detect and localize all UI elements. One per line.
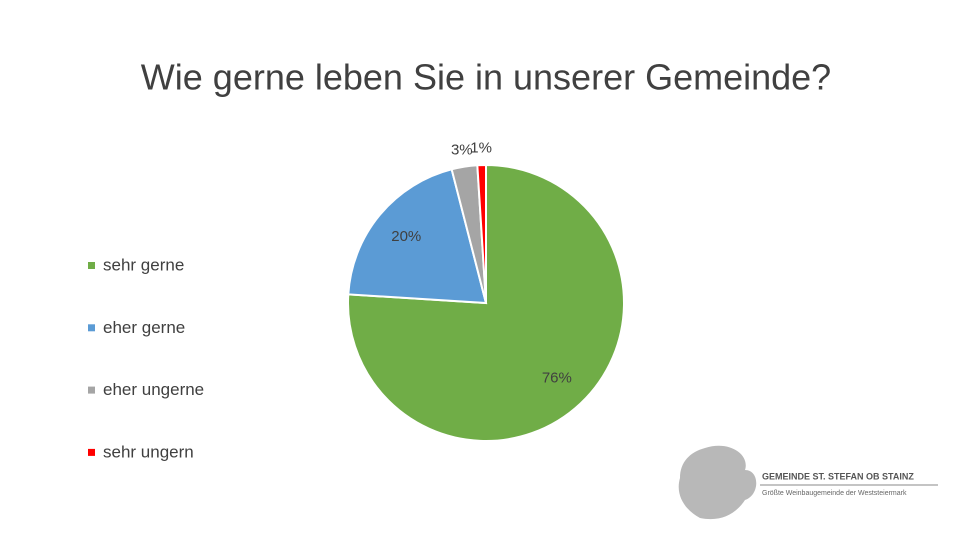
chart-title: Wie gerne leben Sie in unserer Gemeinde? [141,57,831,98]
pie-slice [347,163,625,442]
legend-label: sehr gerne [103,255,184,274]
logo-leaf [678,445,757,520]
data-label: 3% [451,141,473,158]
legend-label: eher ungerne [103,380,204,399]
legend-swatch [88,386,95,394]
logo-subtitle: Größte Weinbaugemeinde der Weststeiermar… [762,490,907,497]
legend-swatch [88,448,95,456]
data-label: 1% [470,139,492,156]
legend-swatch [88,324,95,332]
data-label: 20% [391,228,421,245]
data-label: 76% [542,369,572,386]
legend-swatch [88,262,95,269]
legend-label: sehr ungern [103,442,194,461]
legend-label: eher gerne [103,318,185,337]
logo-title: GEMEINDE ST. STEFAN OB STAINZ [762,471,914,481]
pie-slice [347,168,488,305]
pie-slice [476,163,487,304]
logo: GEMEINDE ST. STEFAN OB STAINZ Größte Wei… [678,445,938,520]
